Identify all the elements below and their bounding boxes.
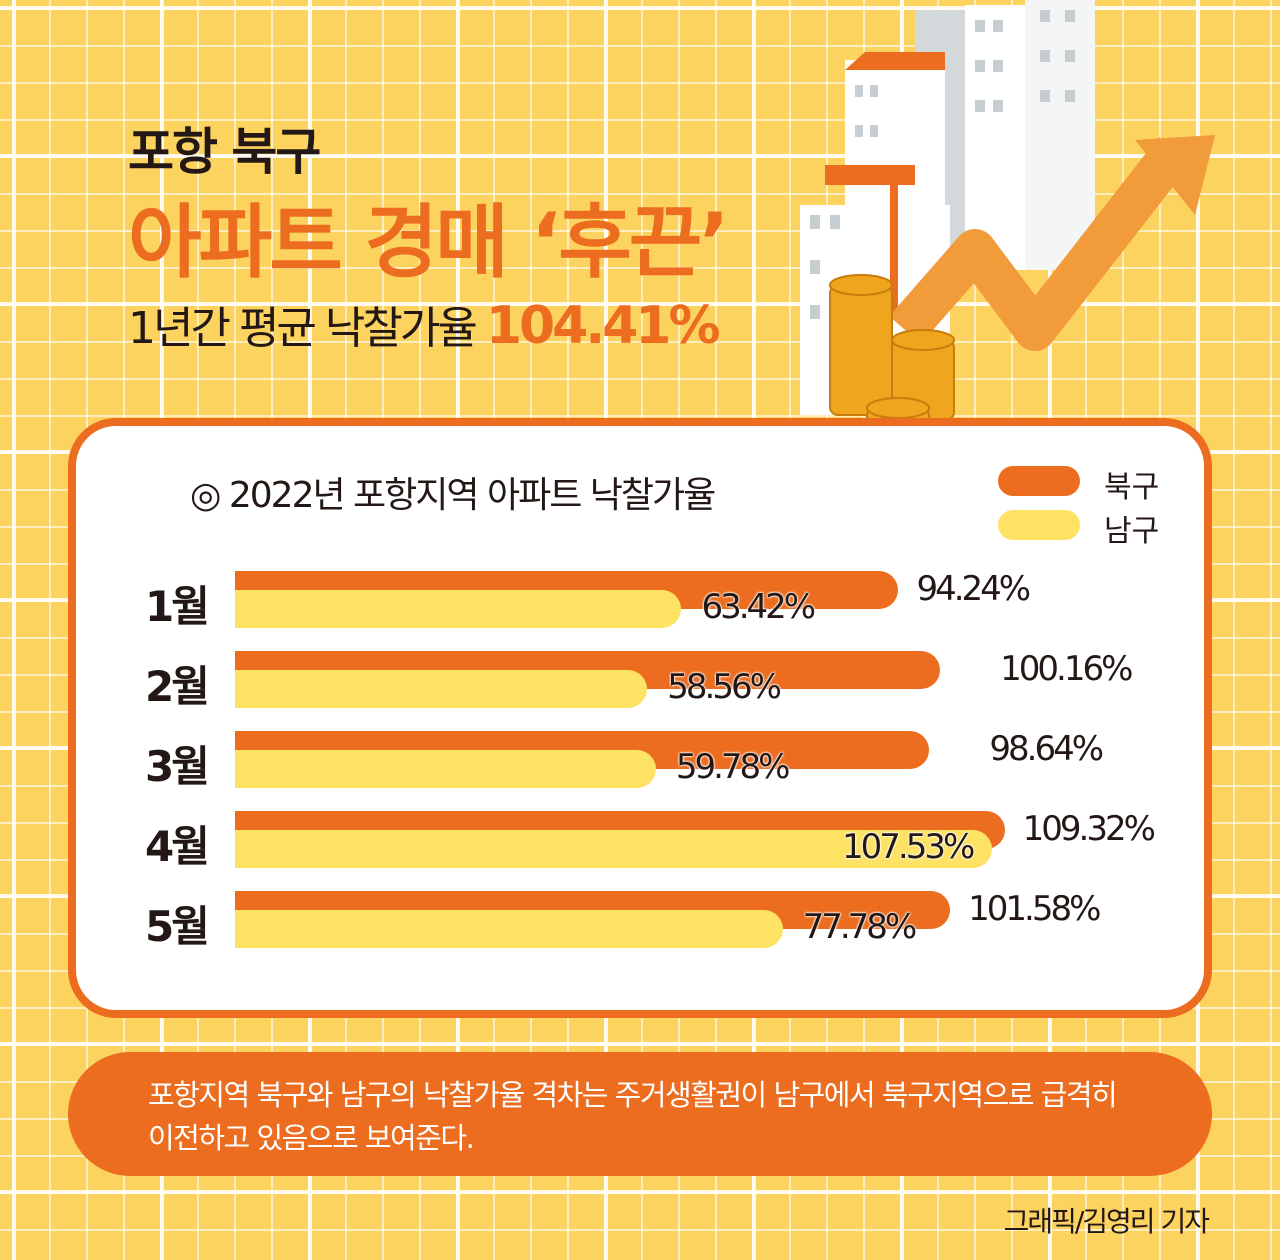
- headline-sub: 1년간 평균 낙찰가율 104.41%: [128, 292, 721, 356]
- credit: 그래픽/김영리 기자: [1003, 1205, 1210, 1238]
- month-label: 4월: [145, 822, 210, 871]
- average-rate: 104.41%: [485, 296, 721, 356]
- sub-prefix: 1년간 평균 낙찰가율: [128, 303, 478, 354]
- buildings-icon: [800, 0, 1215, 445]
- headline-main: 아파트 경매 ‘후끈’: [128, 196, 730, 289]
- chart-title: ◎ 2022년 포항지역 아파트 낙찰가율: [190, 475, 716, 516]
- bar-namgu: [235, 670, 648, 708]
- value-label-bukgu: 101.58%: [968, 889, 1101, 929]
- value-label-bukgu: 100.16%: [1000, 649, 1133, 689]
- illustration: [795, 0, 1225, 450]
- value-label-namgu: 59.78%: [675, 747, 791, 787]
- bar-namgu: [235, 590, 682, 628]
- month-label: 5월: [145, 902, 210, 951]
- value-label-namgu: 77.78%: [802, 907, 918, 947]
- value-label-bukgu: 109.32%: [1022, 809, 1156, 849]
- legend-label-bukgu: 북구: [1104, 470, 1160, 505]
- legend-swatch-bukgu: [998, 466, 1080, 496]
- value-label-bukgu: 94.24%: [916, 569, 1031, 609]
- value-label-bukgu: 98.64%: [989, 729, 1104, 769]
- bar-namgu: [235, 910, 783, 948]
- month-label: 3월: [145, 742, 210, 791]
- note-banner: 포항지역 북구와 남구의 낙찰가율 격차는 주거생활권이 남구에서 북구지역으로…: [68, 1052, 1212, 1176]
- value-label-namgu: 58.56%: [667, 667, 782, 707]
- legend-label-namgu: 남구: [1104, 514, 1160, 549]
- month-label: 2월: [145, 662, 210, 711]
- rising-arrow-icon: [889, 137, 1192, 351]
- legend-swatch-namgu: [998, 510, 1080, 540]
- headline-region: 포항 북구: [128, 123, 321, 181]
- bar-namgu: [235, 830, 992, 868]
- value-label-namgu: 107.53%: [842, 827, 975, 867]
- value-label-namgu: 63.42%: [701, 587, 816, 627]
- month-label: 1월: [145, 582, 210, 631]
- bar-namgu: [235, 750, 656, 788]
- coin-stack-icon: [829, 274, 955, 445]
